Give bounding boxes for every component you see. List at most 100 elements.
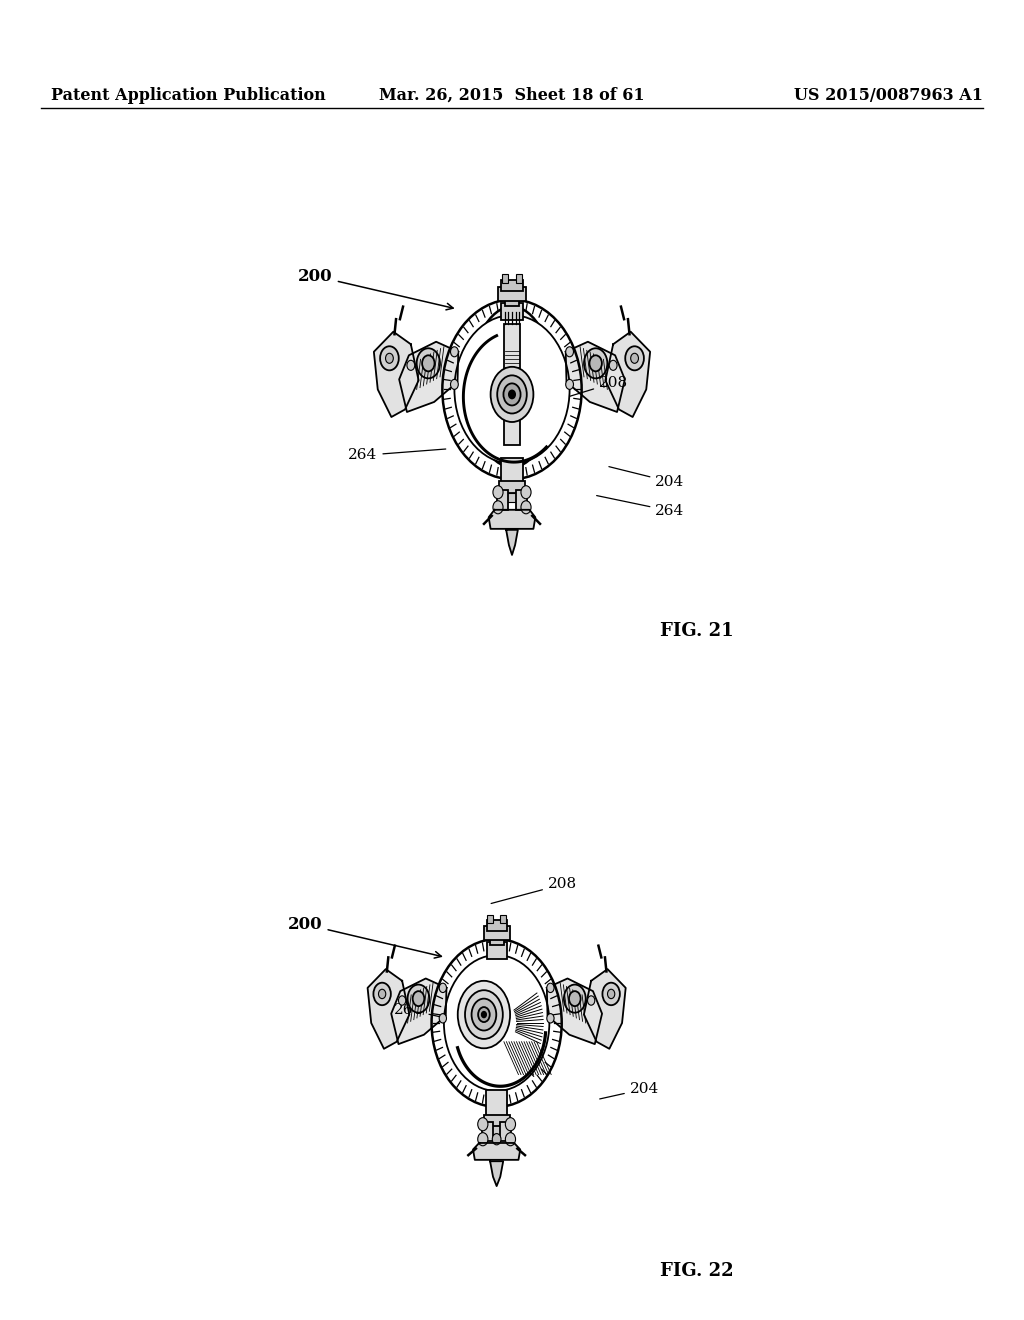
- Circle shape: [506, 1133, 515, 1146]
- Text: 208: 208: [544, 376, 628, 404]
- Circle shape: [521, 500, 531, 513]
- Bar: [516, 275, 522, 282]
- Text: 264: 264: [597, 495, 685, 517]
- Circle shape: [455, 315, 569, 463]
- Polygon shape: [565, 342, 625, 412]
- Text: US 2015/0087963 A1: US 2015/0087963 A1: [794, 87, 983, 103]
- Bar: [502, 280, 522, 292]
- Circle shape: [422, 355, 434, 371]
- Text: 264: 264: [394, 1003, 465, 1023]
- Polygon shape: [473, 1143, 520, 1160]
- Text: Patent Application Publication: Patent Application Publication: [51, 87, 326, 103]
- Polygon shape: [399, 342, 459, 412]
- Circle shape: [602, 982, 620, 1006]
- Circle shape: [451, 379, 459, 389]
- Bar: [501, 1122, 511, 1140]
- Bar: [486, 1090, 507, 1121]
- Circle shape: [417, 348, 440, 379]
- Circle shape: [509, 391, 515, 399]
- Bar: [483, 927, 510, 940]
- Bar: [501, 915, 506, 923]
- Circle shape: [547, 1014, 554, 1023]
- Polygon shape: [547, 978, 602, 1044]
- Polygon shape: [391, 978, 446, 1044]
- Circle shape: [385, 354, 393, 363]
- Circle shape: [478, 1007, 489, 1022]
- Polygon shape: [374, 331, 419, 417]
- Bar: [484, 1125, 509, 1134]
- Bar: [486, 942, 507, 958]
- Circle shape: [506, 1118, 515, 1131]
- Circle shape: [490, 367, 534, 422]
- Text: 200: 200: [288, 916, 441, 958]
- Text: 208: 208: [492, 878, 577, 903]
- Circle shape: [564, 985, 586, 1012]
- Circle shape: [607, 989, 614, 999]
- Bar: [516, 490, 527, 510]
- Polygon shape: [368, 969, 410, 1049]
- Bar: [486, 920, 507, 931]
- Polygon shape: [584, 969, 626, 1049]
- Circle shape: [413, 991, 424, 1006]
- Bar: [499, 480, 525, 494]
- Circle shape: [631, 354, 639, 363]
- Polygon shape: [605, 331, 650, 417]
- Circle shape: [478, 1133, 487, 1146]
- Bar: [502, 302, 522, 321]
- Text: 200: 200: [298, 268, 454, 310]
- Bar: [502, 458, 522, 487]
- Polygon shape: [488, 510, 536, 529]
- Polygon shape: [506, 529, 518, 554]
- Text: 204: 204: [600, 1082, 659, 1100]
- Circle shape: [439, 1014, 446, 1023]
- Circle shape: [408, 985, 429, 1012]
- Circle shape: [445, 957, 548, 1089]
- Circle shape: [444, 956, 549, 1090]
- Circle shape: [398, 995, 406, 1006]
- Circle shape: [590, 355, 602, 371]
- Circle shape: [374, 982, 391, 1006]
- Circle shape: [504, 383, 520, 405]
- Bar: [489, 937, 504, 945]
- Circle shape: [626, 346, 644, 371]
- Text: Mar. 26, 2015  Sheet 18 of 61: Mar. 26, 2015 Sheet 18 of 61: [379, 87, 645, 103]
- Circle shape: [493, 1134, 501, 1144]
- Circle shape: [588, 995, 595, 1006]
- Bar: [505, 297, 519, 306]
- Bar: [502, 275, 508, 282]
- Bar: [501, 492, 523, 502]
- Circle shape: [569, 991, 581, 1006]
- Circle shape: [407, 360, 415, 371]
- Circle shape: [493, 500, 503, 513]
- Circle shape: [451, 347, 459, 356]
- Bar: [497, 490, 508, 510]
- Circle shape: [481, 1011, 486, 1018]
- Bar: [487, 915, 493, 923]
- Polygon shape: [490, 1162, 503, 1187]
- Circle shape: [521, 486, 531, 499]
- Circle shape: [565, 347, 573, 356]
- Circle shape: [379, 989, 386, 999]
- Circle shape: [609, 360, 617, 371]
- Circle shape: [498, 375, 526, 413]
- Circle shape: [584, 348, 607, 379]
- Circle shape: [472, 999, 497, 1031]
- Circle shape: [565, 379, 573, 389]
- Text: FIG. 22: FIG. 22: [659, 1262, 733, 1280]
- Bar: [498, 286, 526, 301]
- Bar: [504, 325, 520, 445]
- Circle shape: [439, 983, 446, 993]
- Circle shape: [478, 1118, 487, 1131]
- Circle shape: [465, 990, 503, 1039]
- Circle shape: [493, 486, 503, 499]
- Text: 204: 204: [609, 467, 685, 488]
- Text: 264: 264: [348, 449, 445, 462]
- Bar: [483, 1114, 510, 1126]
- Text: 264: 264: [507, 1056, 537, 1076]
- Circle shape: [547, 983, 554, 993]
- Text: FIG. 21: FIG. 21: [659, 622, 733, 640]
- Bar: [482, 1122, 493, 1140]
- Circle shape: [380, 346, 398, 371]
- Ellipse shape: [470, 306, 554, 467]
- Circle shape: [458, 981, 510, 1048]
